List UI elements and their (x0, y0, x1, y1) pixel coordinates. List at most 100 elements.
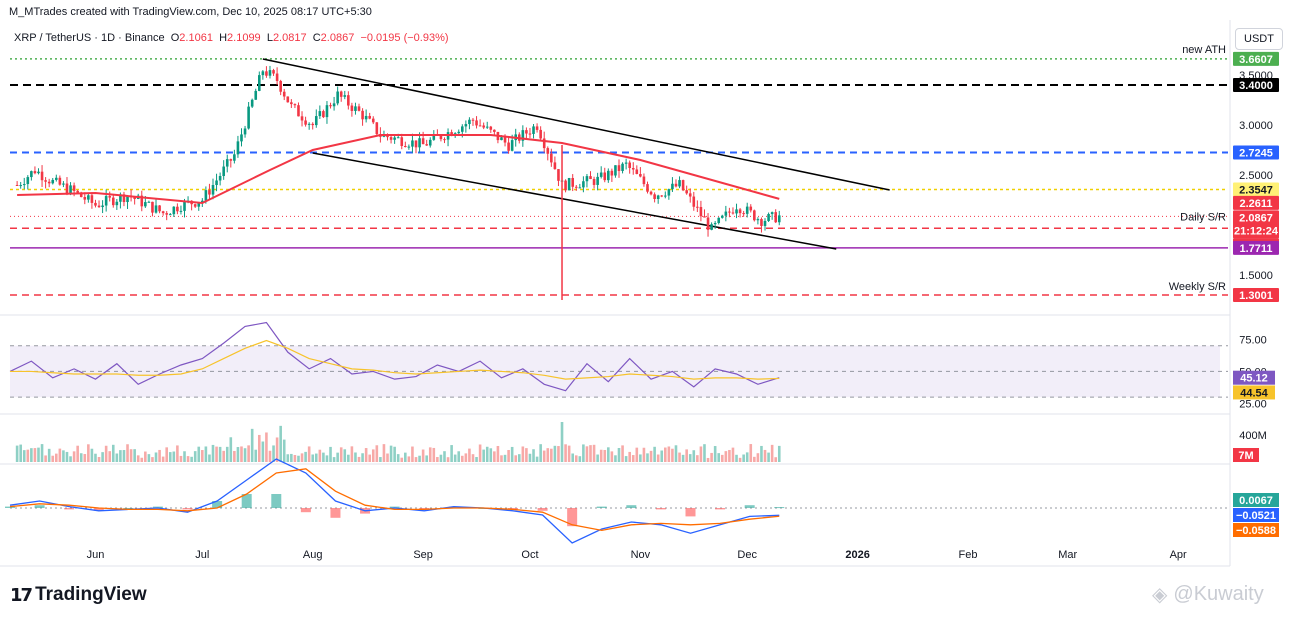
volume-bar (37, 447, 40, 462)
tradingview-logo[interactable]: 𝟭𝟳 TradingView (10, 584, 147, 606)
candle-body (404, 145, 407, 147)
volume-bar (564, 444, 567, 462)
volume-bar (311, 454, 315, 462)
volume-bar (674, 445, 678, 462)
volume-bar (503, 454, 507, 462)
volume-bar (767, 452, 770, 462)
macd-tag: −0.0588 (1236, 525, 1276, 537)
price-tag-box (1233, 195, 1279, 210)
volume-bar (154, 452, 158, 462)
volume-bar (282, 439, 286, 462)
volume-bar (681, 454, 685, 462)
volume-bar (696, 455, 699, 462)
candle-body (738, 209, 742, 214)
candle-body (631, 168, 635, 170)
candle-body (54, 177, 58, 180)
volume-bar (233, 450, 236, 462)
candle-body (478, 125, 482, 127)
close-label: C (312, 32, 321, 44)
candle-body (193, 204, 197, 207)
channel-upper-line (262, 58, 890, 191)
time-axis-label: 2026 (845, 549, 869, 561)
candle-body (610, 170, 614, 176)
volume-bar (500, 455, 503, 462)
volume-bar (706, 457, 710, 462)
candle-body (332, 103, 336, 107)
candle-body (678, 180, 681, 187)
volume-bar (460, 455, 464, 462)
volume-bar (396, 454, 400, 462)
candle-body (596, 176, 599, 185)
tradingview-brand: TradingView (35, 584, 147, 605)
diamond-icon: ◈ (1152, 584, 1168, 606)
volume-bar (489, 448, 493, 462)
candle-body (585, 176, 589, 182)
volume-bar (151, 457, 154, 462)
open-value: 2.1061 (179, 32, 213, 44)
candle-body (468, 119, 471, 125)
volume-bar (215, 446, 218, 462)
candle-body (104, 196, 108, 206)
volume-bar (304, 451, 307, 462)
volume-bar (688, 454, 692, 462)
volume-bar (717, 453, 721, 462)
candle-body (211, 185, 215, 195)
candle-body (197, 203, 201, 207)
candle-body (72, 185, 76, 191)
price-axis-tick: 2.5000 (1239, 170, 1273, 182)
candle-body (713, 222, 717, 225)
volume-bar (190, 456, 193, 462)
candle-body (254, 90, 258, 100)
candle-body (297, 105, 300, 117)
volume-bar (685, 449, 688, 462)
candle-body (450, 132, 453, 136)
candle-body (582, 181, 585, 188)
macd-histogram-bar (34, 505, 45, 508)
volume-bar (421, 449, 425, 462)
volume-bar (197, 446, 201, 462)
candle-body (663, 195, 667, 197)
volume-bar (211, 444, 215, 462)
candle-body (507, 142, 510, 151)
candle-body (233, 154, 236, 161)
volume-bar (574, 455, 578, 462)
volume-bar (628, 451, 631, 462)
candle-body (688, 193, 692, 197)
macd-histogram-bar (389, 506, 400, 508)
volume-bar (58, 448, 62, 462)
volume-bar (507, 450, 510, 462)
candle-body (421, 138, 425, 145)
candle-body (696, 206, 699, 208)
candle-body (532, 126, 535, 134)
volume-bar (357, 456, 361, 462)
candle-body (111, 197, 115, 206)
rsi-axis-tick: 25.00 (1239, 399, 1267, 411)
candle-body (482, 125, 485, 128)
candle-body (745, 206, 749, 214)
price-tag-3-6607: 3.6607 (1239, 54, 1273, 66)
candle-body (257, 75, 261, 91)
symbol-name[interactable]: XRP / TetherUS · 1D · Binance (14, 32, 165, 44)
volume-axis-tick: 400M (1239, 430, 1267, 442)
candle-body (307, 123, 311, 125)
volume-bar (382, 444, 386, 462)
candle-body (457, 131, 461, 134)
volume-bar (760, 445, 763, 462)
candle-body (65, 183, 69, 194)
high-value: 2.1099 (227, 32, 261, 44)
volume-bar (257, 434, 261, 462)
volume-bar (30, 448, 33, 462)
volume-bar (147, 454, 151, 462)
candle-body (158, 205, 161, 212)
volume-bar (525, 448, 528, 462)
macd-histogram-bar (596, 506, 607, 508)
volume-bar (446, 457, 450, 462)
currency-button[interactable]: USDT (1235, 28, 1283, 50)
volume-bar (208, 454, 211, 462)
volume-bar (94, 453, 97, 462)
price-tag-box (1233, 182, 1279, 197)
volume-bar (546, 448, 550, 462)
price-tag-box (1233, 51, 1279, 66)
candle-body (286, 96, 290, 103)
